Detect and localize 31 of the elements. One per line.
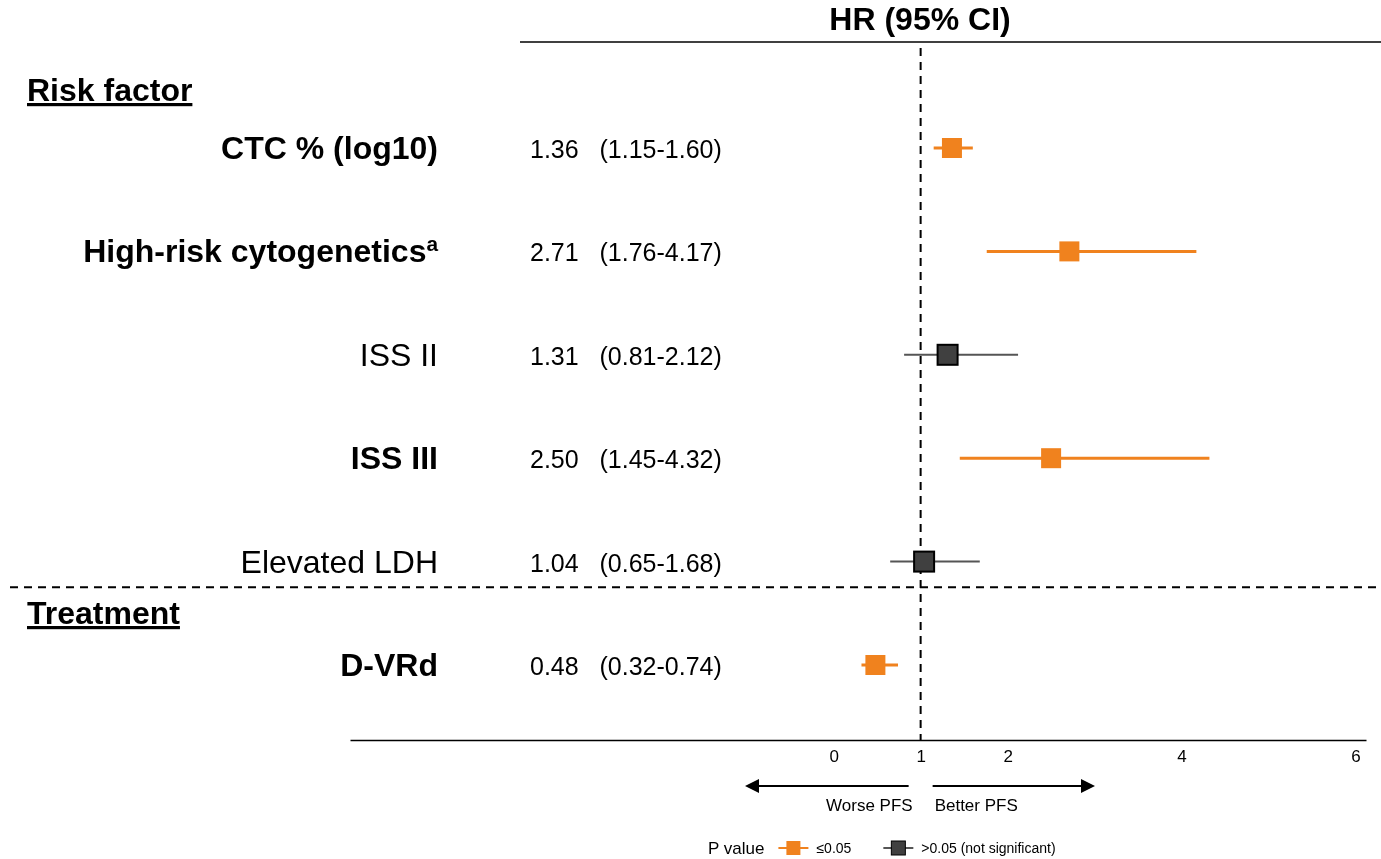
x-tick-label: 4 [1177,747,1187,767]
annotation: 1.31 (0.81-2.12) [530,341,722,370]
point [1041,448,1062,469]
x-tick-label: 2 [1003,747,1013,767]
annotation: 0.48 (0.32-0.74) [530,652,722,680]
legend-label: ≤0.05 [816,840,852,856]
text: Better PFS [934,796,1018,815]
point [936,343,959,366]
annotation: 1.36 (1.15-1.60) [530,135,722,163]
y-tick-label: High-risk cytogenetics$^{a}$ [83,231,439,270]
point [941,138,962,158]
text: Risk factor [27,72,193,108]
y-tick-label: ISS II [359,336,438,373]
point [865,655,886,675]
point [1059,241,1080,262]
annotation: 1.04 (0.65-1.68) [530,548,722,577]
chart-title: HR (95% CI) [829,1,1011,37]
x-tick-label: 1 [916,747,926,767]
text: Worse PFS [826,796,913,815]
y-tick-label: ISS III [350,440,438,477]
y-tick-label: Elevated LDH [240,543,438,580]
y-tick-label: D-VRd [340,647,438,683]
text: Treatment [27,595,181,631]
legend-title: P value [708,839,765,858]
y-tick-label: CTC % (log10) [221,130,438,166]
point [913,550,936,573]
legend-label: >0.05 (not significant) [921,840,1056,856]
x-tick-label: 6 [1351,747,1361,767]
annotation: 2.50 (1.45-4.32) [530,445,722,474]
annotation: 2.71 (1.76-4.17) [530,238,722,267]
x-tick-label: 0 [829,747,839,767]
